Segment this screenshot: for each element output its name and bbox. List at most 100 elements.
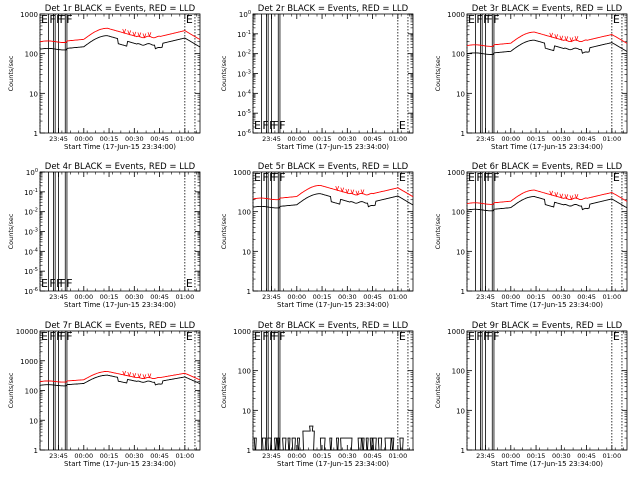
x-tick-label: 00:00	[501, 293, 520, 301]
y-tick-label: 10-3	[24, 228, 38, 237]
x-tick-label: 00:30	[125, 293, 144, 301]
y-tick-label: 10-6	[24, 287, 38, 296]
y-tick-label: 10	[242, 248, 251, 256]
flag-label: F	[493, 330, 499, 343]
flag-label: F	[273, 119, 279, 132]
x-tick-label: 00:15	[313, 293, 332, 301]
y-tick-label: 1	[247, 288, 251, 296]
panel-title: Det 3r BLACK = Events, RED = LLD	[472, 4, 623, 14]
panel-title: Det 5r BLACK = Events, RED = LLD	[258, 162, 409, 172]
flag-label: F	[476, 330, 482, 343]
panel-det-9: Det 9r BLACK = Events, RED = LLD 1 10 100 10…	[434, 321, 628, 468]
lld-marker	[142, 33, 147, 39]
x-tick-label: 00:00	[287, 293, 306, 301]
x-tick-label: 00:30	[125, 135, 144, 143]
y-axis-label: Counts/sec	[220, 55, 228, 91]
flag-label: F	[487, 13, 493, 26]
x-tick-label: 23:45	[49, 135, 68, 143]
x-tick-label: 01:00	[602, 452, 621, 460]
lld-marker	[132, 31, 137, 37]
x-axis-label: Start Time (17-Jun-15 23:34:00)	[277, 460, 389, 468]
x-tick-label: 01:00	[388, 293, 407, 301]
x-tick-label: 00:30	[552, 135, 571, 143]
x-tick-label: 01:00	[602, 135, 621, 143]
lld-marker	[564, 194, 569, 200]
x-axis-label: Start Time (17-Jun-15 23:34:00)	[491, 301, 603, 309]
flag-label: F	[273, 171, 279, 184]
flag-label: E	[254, 330, 261, 343]
y-axis-label: Counts/sec	[7, 372, 15, 408]
x-axis-label: Start Time (17-Jun-15 23:34:00)	[491, 143, 603, 151]
flag-label: E	[613, 171, 620, 184]
flag-label: E	[468, 171, 475, 184]
series-events	[39, 35, 201, 51]
x-axis-label: Start Time (17-Jun-15 23:34:00)	[64, 143, 176, 151]
lld-marker	[122, 28, 127, 34]
panel-det-3: Det 3r BLACK = Events, RED = LLD 1 10 100 10…	[434, 4, 628, 151]
lld-marker	[564, 36, 569, 42]
flag-label: F	[483, 330, 489, 343]
y-tick-label: 100	[452, 51, 465, 59]
y-axis-label: Counts/sec	[434, 372, 442, 408]
y-tick-label: 1000	[447, 11, 465, 19]
x-tick-label: 01:00	[388, 135, 407, 143]
panel-title: Det 1r BLACK = Events, RED = LLD	[45, 4, 196, 14]
flag-label: E	[399, 330, 406, 343]
x-axis-label: Start Time (17-Jun-15 23:34:00)	[277, 301, 389, 309]
x-tick-label: 00:45	[577, 293, 596, 301]
lld-marker	[549, 32, 554, 38]
y-tick-label: 100	[25, 51, 38, 59]
x-tick-label: 00:15	[527, 293, 546, 301]
panel-det-2: Det 2r BLACK = Events, RED = LLD 100 10-1 1…	[220, 4, 414, 151]
flag-label: F	[476, 171, 482, 184]
plot-frame	[466, 330, 628, 451]
panel-det-1: Det 1r BLACK = Events, RED = LLD 1 10 100 10…	[7, 4, 201, 151]
y-tick-label: 10-2	[237, 50, 251, 59]
flag-label: F	[49, 330, 55, 343]
series-lld	[466, 189, 628, 205]
lld-marker	[569, 37, 574, 43]
flag-label: F	[56, 13, 62, 26]
x-tick-label: 00:00	[287, 452, 306, 460]
x-tick-label: 00:15	[313, 452, 332, 460]
y-tick-label: 10-5	[237, 109, 251, 118]
lld-marker	[574, 194, 579, 200]
y-tick-label: 1000	[447, 328, 465, 336]
x-tick-label: 00:30	[338, 452, 357, 460]
y-tick-label: 1	[247, 447, 251, 455]
lld-marker	[127, 30, 132, 36]
lld-marker	[345, 188, 350, 195]
y-tick-label: 100	[26, 168, 38, 177]
flag-label: F	[56, 330, 62, 343]
x-axis-label: Start Time (17-Jun-15 23:34:00)	[491, 460, 603, 468]
series-events	[39, 374, 201, 387]
plot-frame	[252, 171, 414, 292]
y-tick-label: 1000	[233, 328, 251, 336]
flag-label: E	[41, 277, 48, 290]
lld-marker	[569, 195, 574, 201]
x-tick-label: 23:45	[49, 452, 68, 460]
lld-marker	[355, 190, 360, 196]
flag-label: E	[254, 171, 261, 184]
lld-marker	[559, 193, 564, 199]
x-tick-label: 00:00	[74, 293, 93, 301]
flag-label: F	[269, 330, 275, 343]
x-tick-label: 00:30	[552, 293, 571, 301]
panel-det-6: Det 6r BLACK = Events, RED = LLD 1 10 100 10…	[434, 162, 628, 309]
x-tick-label: 23:45	[262, 452, 281, 460]
lld-marker	[142, 374, 147, 380]
lld-marker	[559, 35, 564, 41]
lld-marker	[147, 32, 152, 38]
x-tick-label: 00:00	[501, 135, 520, 143]
y-axis-label: Counts/sec	[434, 55, 442, 91]
panel-det-5: Det 5r BLACK = Events, RED = LLD 1 10 100 10…	[220, 162, 414, 309]
lld-marker	[137, 32, 142, 38]
flag-label: F	[279, 330, 285, 343]
flag-label: F	[487, 171, 493, 184]
flag-label: F	[487, 330, 493, 343]
x-tick-label: 00:00	[501, 452, 520, 460]
x-tick-label: 00:45	[363, 452, 382, 460]
x-tick-label: 00:15	[100, 452, 119, 460]
lld-marker	[147, 373, 152, 379]
